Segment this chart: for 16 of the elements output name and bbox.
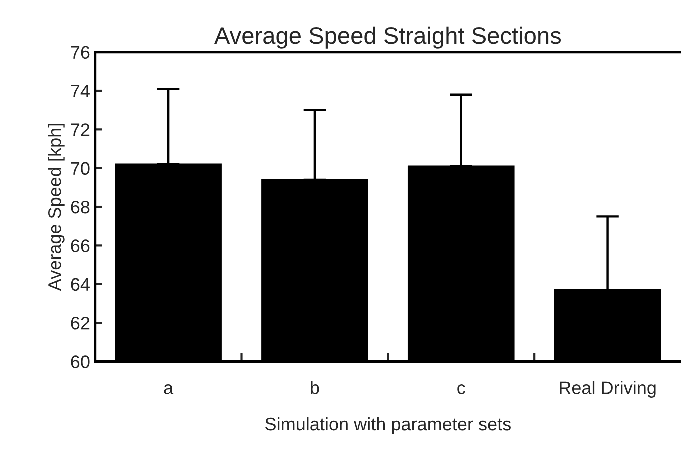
x-tick-label: a bbox=[164, 384, 174, 394]
y-tick-label: 66 bbox=[71, 240, 90, 252]
y-tick-label: 74 bbox=[71, 85, 90, 98]
x-tick-label: c bbox=[458, 384, 466, 394]
x-tick-label: Real Driving bbox=[560, 381, 656, 398]
y-tick-label: 70 bbox=[71, 162, 90, 176]
y-tick-label: 68 bbox=[71, 200, 90, 214]
y-tick-label: 76 bbox=[71, 46, 90, 60]
y-axis-title: Average Speed [kph] bbox=[48, 124, 65, 292]
y-tick-label: 72 bbox=[71, 124, 90, 136]
y-tick-label: 60 bbox=[71, 356, 90, 368]
chart-title: Average Speed Straight Sections bbox=[214, 26, 562, 49]
x-tick-label: b bbox=[311, 381, 320, 394]
y-tick-label: 62 bbox=[71, 316, 90, 330]
x-axis-title: Simulation with parameter sets bbox=[266, 417, 511, 434]
y-tick-label: 64 bbox=[71, 278, 90, 292]
